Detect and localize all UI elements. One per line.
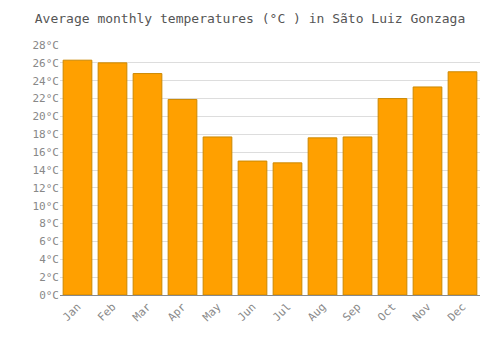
- svg-text:28°C: 28°C: [33, 39, 60, 52]
- svg-text:22°C: 22°C: [33, 92, 60, 105]
- svg-text:Jun: Jun: [235, 301, 258, 324]
- svg-text:18°C: 18°C: [33, 128, 60, 141]
- svg-text:4°C: 4°C: [39, 253, 59, 266]
- svg-text:Apr: Apr: [165, 300, 189, 324]
- svg-text:6°C: 6°C: [39, 235, 59, 248]
- svg-text:16°C: 16°C: [33, 146, 60, 159]
- svg-text:0°C: 0°C: [39, 289, 59, 302]
- svg-text:Nov: Nov: [410, 300, 434, 324]
- svg-text:Aug: Aug: [305, 301, 328, 324]
- svg-text:Oct: Oct: [375, 301, 398, 324]
- svg-text:26°C: 26°C: [33, 57, 60, 70]
- svg-text:20°C: 20°C: [33, 110, 60, 123]
- svg-text:12°C: 12°C: [33, 182, 60, 195]
- svg-text:14°C: 14°C: [33, 164, 60, 177]
- svg-text:May: May: [200, 300, 224, 324]
- svg-text:Feb: Feb: [95, 301, 118, 324]
- svg-text:Jul: Jul: [270, 301, 293, 324]
- svg-text:10°C: 10°C: [33, 200, 60, 213]
- svg-text:Dec: Dec: [445, 301, 468, 324]
- svg-text:Average monthly temperatures (: Average monthly temperatures (°C ) in Sã…: [35, 11, 465, 26]
- svg-text:Sep: Sep: [340, 301, 363, 324]
- svg-text:Mar: Mar: [130, 300, 154, 324]
- svg-text:Jan: Jan: [60, 301, 83, 324]
- svg-text:24°C: 24°C: [33, 75, 60, 88]
- svg-text:2°C: 2°C: [39, 271, 59, 284]
- svg-text:8°C: 8°C: [39, 217, 59, 230]
